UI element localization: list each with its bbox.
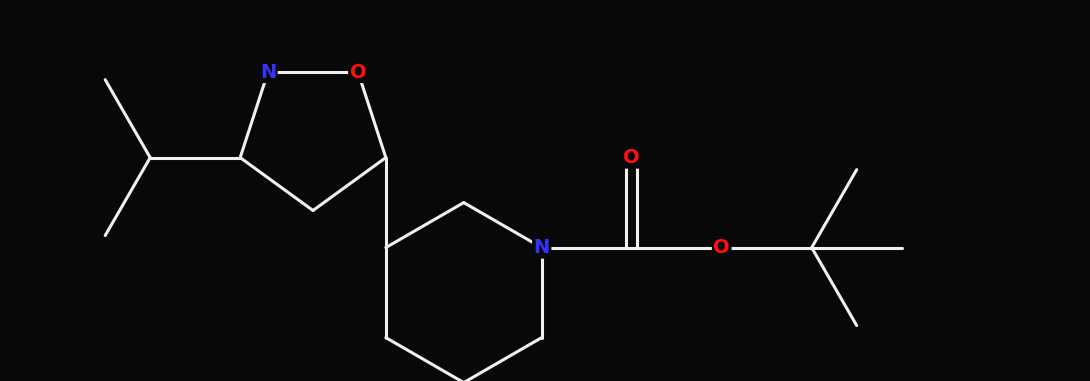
Text: O: O — [713, 238, 730, 257]
Text: N: N — [259, 62, 276, 82]
Text: O: O — [623, 148, 640, 167]
Text: N: N — [534, 238, 549, 257]
Text: O: O — [350, 62, 366, 82]
